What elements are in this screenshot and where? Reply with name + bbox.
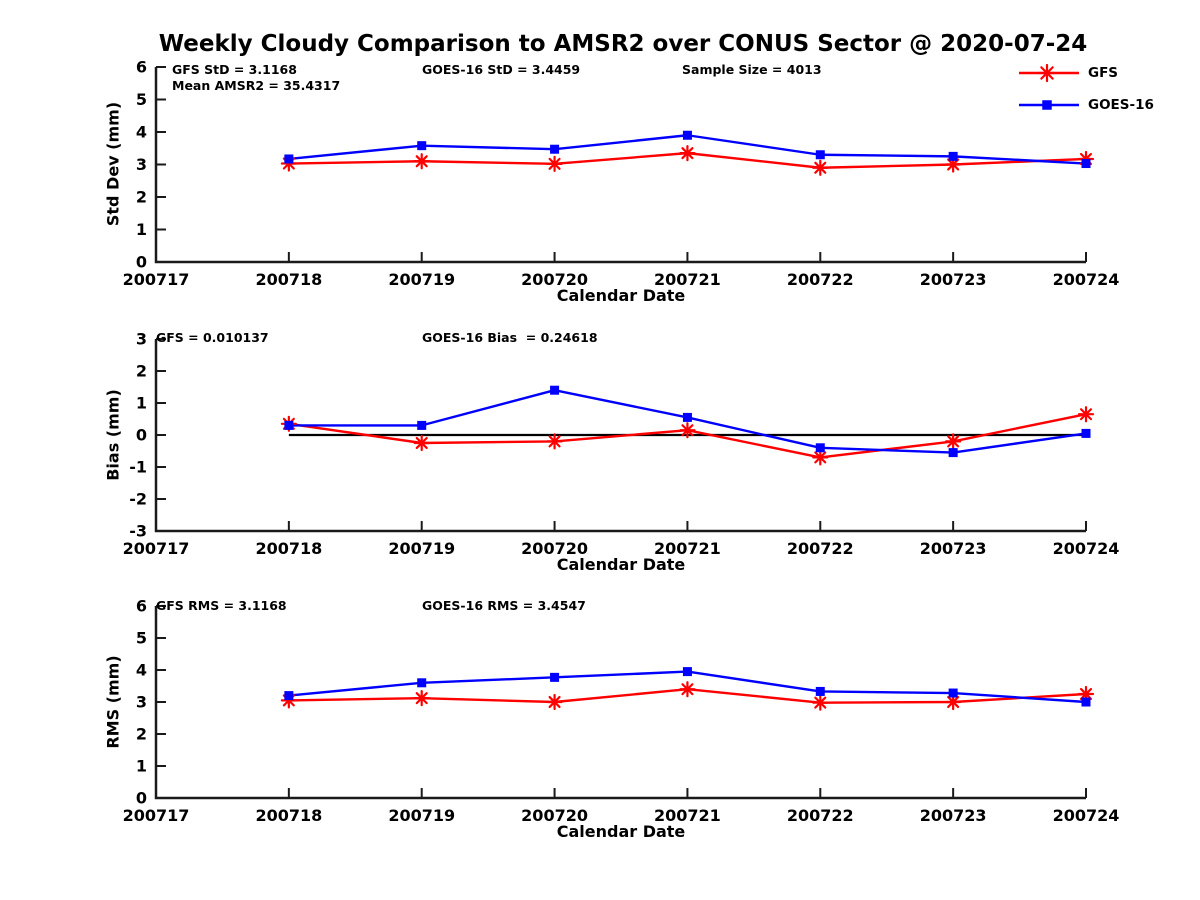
svg-text:0: 0 bbox=[136, 253, 147, 272]
svg-text:1: 1 bbox=[136, 757, 147, 776]
svg-text:200717: 200717 bbox=[123, 806, 190, 825]
annotation-goes-bias: GOES-16 Bias = 0.24618 bbox=[422, 330, 598, 345]
svg-text:1: 1 bbox=[136, 394, 147, 413]
legend: GFS GOES-16 bbox=[1018, 64, 1154, 114]
svg-text:200718: 200718 bbox=[255, 539, 322, 558]
legend-label-goes16: GOES-16 bbox=[1088, 97, 1154, 113]
svg-text:200721: 200721 bbox=[654, 806, 721, 825]
svg-text:-2: -2 bbox=[129, 490, 147, 509]
gfs-line-asterisk-icon bbox=[1019, 64, 1079, 82]
svg-text:2: 2 bbox=[136, 362, 147, 381]
rms-y-axis-label: RMS (mm) bbox=[103, 655, 123, 749]
svg-text:200723: 200723 bbox=[920, 806, 987, 825]
svg-text:5: 5 bbox=[136, 629, 147, 648]
svg-text:3: 3 bbox=[136, 155, 147, 174]
svg-text:200724: 200724 bbox=[1053, 806, 1120, 825]
bias-x-axis-label: Calendar Date bbox=[556, 555, 686, 574]
svg-text:1: 1 bbox=[136, 220, 147, 239]
annotation-goes-std: GOES-16 StD = 3.4459 bbox=[422, 62, 581, 77]
svg-text:0: 0 bbox=[136, 789, 147, 808]
svg-text:5: 5 bbox=[136, 90, 147, 109]
annotation-goes-rms: GOES-16 RMS = 3.4547 bbox=[422, 598, 586, 613]
svg-text:200724: 200724 bbox=[1053, 270, 1120, 289]
annotation-gfs-std: GFS StD = 3.1168 bbox=[172, 62, 297, 77]
svg-text:200721: 200721 bbox=[654, 539, 721, 558]
svg-text:200723: 200723 bbox=[920, 270, 987, 289]
svg-text:200718: 200718 bbox=[255, 270, 322, 289]
svg-text:200718: 200718 bbox=[255, 806, 322, 825]
svg-text:200722: 200722 bbox=[787, 270, 854, 289]
annotation-sample-size: Sample Size = 4013 bbox=[682, 62, 822, 77]
stddev-x-axis-label: Calendar Date bbox=[556, 286, 686, 305]
svg-text:200722: 200722 bbox=[787, 806, 854, 825]
svg-text:200717: 200717 bbox=[123, 539, 190, 558]
annotation-gfs-rms: GFS RMS = 3.1168 bbox=[156, 598, 287, 613]
svg-text:200720: 200720 bbox=[521, 806, 588, 825]
stddev-y-axis-label: Std Dev (mm) bbox=[103, 101, 123, 227]
svg-text:200723: 200723 bbox=[920, 539, 987, 558]
legend-item-gfs: GFS bbox=[1018, 64, 1154, 82]
svg-text:200719: 200719 bbox=[388, 539, 455, 558]
svg-text:6: 6 bbox=[136, 58, 147, 77]
svg-text:200717: 200717 bbox=[123, 270, 190, 289]
svg-text:200720: 200720 bbox=[521, 270, 588, 289]
svg-text:3: 3 bbox=[136, 693, 147, 712]
svg-text:3: 3 bbox=[136, 330, 147, 349]
svg-text:4: 4 bbox=[136, 123, 147, 142]
svg-text:200719: 200719 bbox=[388, 270, 455, 289]
rms-x-axis-label: Calendar Date bbox=[556, 822, 686, 841]
figure-title: Weekly Cloudy Comparison to AMSR2 over C… bbox=[158, 31, 1088, 57]
annotation-mean-amsr2: Mean AMSR2 = 35.4317 bbox=[172, 78, 341, 93]
bias-y-axis-label: Bias (mm) bbox=[103, 389, 123, 481]
svg-text:200722: 200722 bbox=[787, 539, 854, 558]
goes16-line-square-icon bbox=[1019, 100, 1079, 110]
svg-text:2: 2 bbox=[136, 725, 147, 744]
svg-text:200724: 200724 bbox=[1053, 539, 1120, 558]
svg-text:0: 0 bbox=[136, 426, 147, 445]
svg-text:-3: -3 bbox=[129, 522, 147, 541]
annotation-gfs-bias: GFS = 0.010137 bbox=[156, 330, 269, 345]
svg-text:-1: -1 bbox=[129, 458, 147, 477]
svg-text:200720: 200720 bbox=[521, 539, 588, 558]
svg-text:6: 6 bbox=[136, 597, 147, 616]
legend-label-gfs: GFS bbox=[1088, 65, 1119, 81]
legend-item-goes16: GOES-16 bbox=[1018, 96, 1154, 114]
svg-text:200719: 200719 bbox=[388, 806, 455, 825]
svg-text:2: 2 bbox=[136, 188, 147, 207]
svg-text:4: 4 bbox=[136, 661, 147, 680]
svg-text:200721: 200721 bbox=[654, 270, 721, 289]
